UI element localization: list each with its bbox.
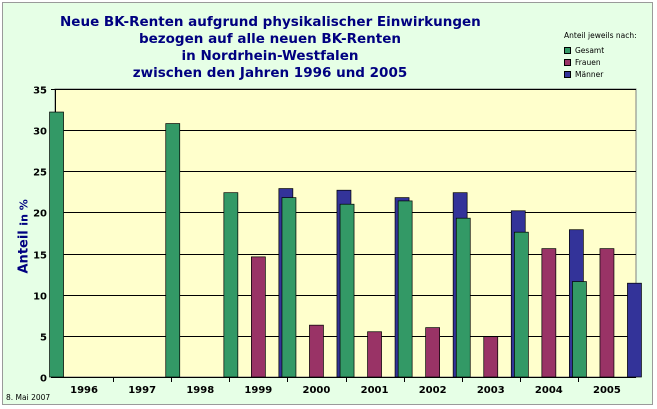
x-tick-label: 1996 bbox=[70, 385, 98, 396]
y-tick-label: 35 bbox=[33, 86, 47, 97]
x-tick-label: 2001 bbox=[361, 385, 389, 396]
bar-gesamt-2001 bbox=[339, 203, 355, 378]
y-tick-label: 0 bbox=[40, 374, 47, 385]
bar-gesamt-2003 bbox=[455, 217, 471, 378]
bar-gesamt-1999 bbox=[223, 192, 239, 378]
y-tick-label: 25 bbox=[33, 168, 47, 179]
legend-title: Anteil jeweils nach: bbox=[564, 31, 637, 40]
legend-swatch-gesamt bbox=[564, 46, 571, 54]
x-tick-label: 2005 bbox=[593, 385, 621, 396]
chart-title: Neue BK-Renten aufgrund physikalischer E… bbox=[60, 14, 481, 82]
title-line-4: zwischen den Jahren 1996 und 2005 bbox=[132, 65, 408, 81]
x-tick-label: 1998 bbox=[186, 385, 214, 396]
x-tick-label: 1999 bbox=[244, 385, 272, 396]
legend-label-frauen: Frauen bbox=[575, 57, 601, 67]
legend-item-maenner: Männer bbox=[564, 68, 652, 80]
y-tick-label: 30 bbox=[33, 127, 47, 138]
bar-frauen-2004 bbox=[541, 248, 557, 378]
y-tick-label: 5 bbox=[40, 333, 47, 344]
y-tick-label: 15 bbox=[33, 251, 47, 262]
title-line-2: bezogen auf alle neuen BK-Renten bbox=[138, 31, 401, 47]
x-tick-label: 2002 bbox=[419, 385, 447, 396]
bar-frauen-2001 bbox=[367, 331, 382, 378]
footnote-date: 8. Mai 2007 bbox=[6, 393, 51, 402]
bar-frauen-2005 bbox=[599, 248, 615, 378]
legend-swatch-maenner bbox=[564, 70, 571, 78]
legend-label-gesamt: Gesamt bbox=[575, 45, 605, 55]
bar-männer-2005 bbox=[627, 282, 642, 378]
bar-frauen-1999 bbox=[251, 256, 266, 378]
bar-gesamt-2004 bbox=[513, 231, 529, 378]
legend: Anteil jeweils nach: Gesamt Frauen Männe… bbox=[564, 31, 652, 80]
y-tick-label: 10 bbox=[33, 292, 47, 303]
bar-gesamt-2005 bbox=[572, 281, 587, 378]
bar-frauen-2002 bbox=[425, 327, 440, 378]
bar-gesamt-2002 bbox=[397, 200, 413, 378]
x-tick-label: 2003 bbox=[477, 385, 505, 396]
legend-label-maenner: Männer bbox=[575, 69, 604, 79]
bar-gesamt-2000 bbox=[281, 197, 297, 378]
bar-frauen-2000 bbox=[309, 324, 324, 378]
legend-item-frauen: Frauen bbox=[564, 56, 652, 68]
x-tick-label: 1997 bbox=[128, 385, 156, 396]
title-line-3: in Nordrhein-Westfalen bbox=[181, 48, 359, 64]
bar-gesamt-1996 bbox=[49, 111, 64, 378]
bar-frauen-2003 bbox=[483, 336, 499, 378]
bar-gesamt-1998 bbox=[165, 123, 181, 378]
title-line-1: Neue BK-Renten aufgrund physikalischer E… bbox=[60, 14, 481, 30]
x-tick-label: 2000 bbox=[303, 385, 331, 396]
legend-swatch-frauen bbox=[564, 58, 571, 66]
y-tick-label: 20 bbox=[33, 209, 47, 220]
legend-item-gesamt: Gesamt bbox=[564, 44, 652, 56]
x-tick-label: 2004 bbox=[535, 385, 563, 396]
